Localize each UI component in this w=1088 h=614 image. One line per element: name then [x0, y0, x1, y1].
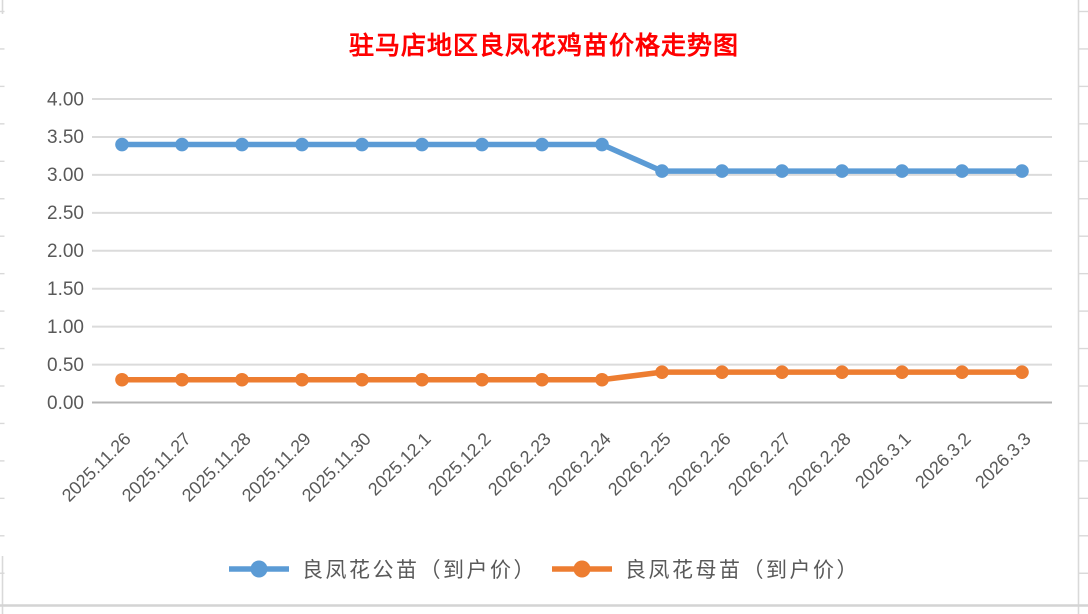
series-line-1: [119, 369, 1025, 383]
legend-label-male-chick: 良凤花公苗（到户价）: [302, 559, 537, 582]
y-tick-label: 3.00: [47, 165, 84, 186]
y-tick-label: 2.00: [47, 241, 84, 262]
y-tick-label: 1.50: [47, 279, 84, 300]
x-tick-label: 2026.3.3: [971, 429, 1035, 493]
data-point-marker: [475, 137, 489, 152]
data-point-marker: [235, 372, 249, 387]
y-tick-label: 1.00: [47, 317, 84, 338]
data-point-marker: [715, 365, 729, 379]
data-point-marker: [775, 164, 789, 178]
data-point-marker: [415, 372, 429, 387]
data-point-marker: [115, 372, 129, 387]
x-tick-label: 2026.2.25: [604, 429, 675, 500]
x-tick-label: 2025.12.2: [424, 429, 495, 500]
data-point-marker: [595, 372, 609, 387]
data-point-marker: [835, 365, 849, 379]
data-point-marker: [595, 137, 609, 152]
data-point-marker: [775, 365, 789, 379]
y-tick-label: 3.50: [47, 127, 84, 148]
data-point-marker: [115, 137, 129, 152]
data-point-marker: [955, 365, 969, 379]
data-point-marker: [1015, 164, 1029, 178]
y-tick-label: 2.50: [47, 203, 84, 224]
data-point-marker: [895, 164, 909, 178]
y-tick-label: 0.00: [47, 393, 84, 414]
data-point-marker: [175, 372, 189, 387]
data-point-marker: [655, 365, 669, 379]
data-point-marker: [295, 372, 309, 387]
data-point-marker: [655, 164, 669, 178]
y-tick-label: 0.50: [47, 355, 84, 376]
legend-item-female-chick: 良凤花母苗（到户价）: [551, 554, 860, 584]
x-tick-label: 2026.2.27: [724, 429, 795, 500]
data-point-marker: [475, 372, 489, 387]
x-tick-label: 2026.3.2: [911, 429, 975, 493]
chart-title: 驻马店地区良凤花鸡苗价格走势图: [348, 33, 739, 60]
legend-label-female-chick: 良凤花母苗（到户价）: [625, 559, 860, 582]
legend-key-line-marker-icon: [229, 560, 289, 578]
data-point-marker: [895, 365, 909, 379]
data-point-marker: [235, 137, 249, 152]
data-point-marker: [715, 164, 729, 178]
x-tick-label: 2026.2.24: [544, 429, 615, 500]
x-tick-label: 2025.12.1: [364, 429, 435, 500]
legend-item-male-chick: 良凤花公苗（到户价）: [228, 554, 537, 584]
data-point-marker: [355, 137, 369, 152]
x-tick-label: 2026.2.28: [784, 429, 855, 500]
legend: 良凤花公苗（到户价） 良凤花母苗（到户价）: [0, 550, 1088, 588]
data-point-marker: [175, 137, 189, 152]
x-tick-label: 2026.3.1: [851, 429, 915, 493]
data-point-marker: [295, 137, 309, 152]
data-point-marker: [535, 137, 549, 152]
data-point-marker: [415, 137, 429, 152]
legend-key-line-marker-icon: [552, 560, 612, 578]
data-point-marker: [535, 372, 549, 387]
x-tick-label: 2026.2.26: [664, 429, 735, 500]
data-point-marker: [955, 164, 969, 178]
series-line-0: [119, 141, 1025, 174]
data-point-marker: [835, 164, 849, 178]
data-point-marker: [1015, 365, 1029, 379]
y-tick-label: 4.00: [47, 89, 84, 110]
data-point-marker: [355, 372, 369, 387]
x-tick-label: 2026.2.23: [484, 429, 555, 500]
